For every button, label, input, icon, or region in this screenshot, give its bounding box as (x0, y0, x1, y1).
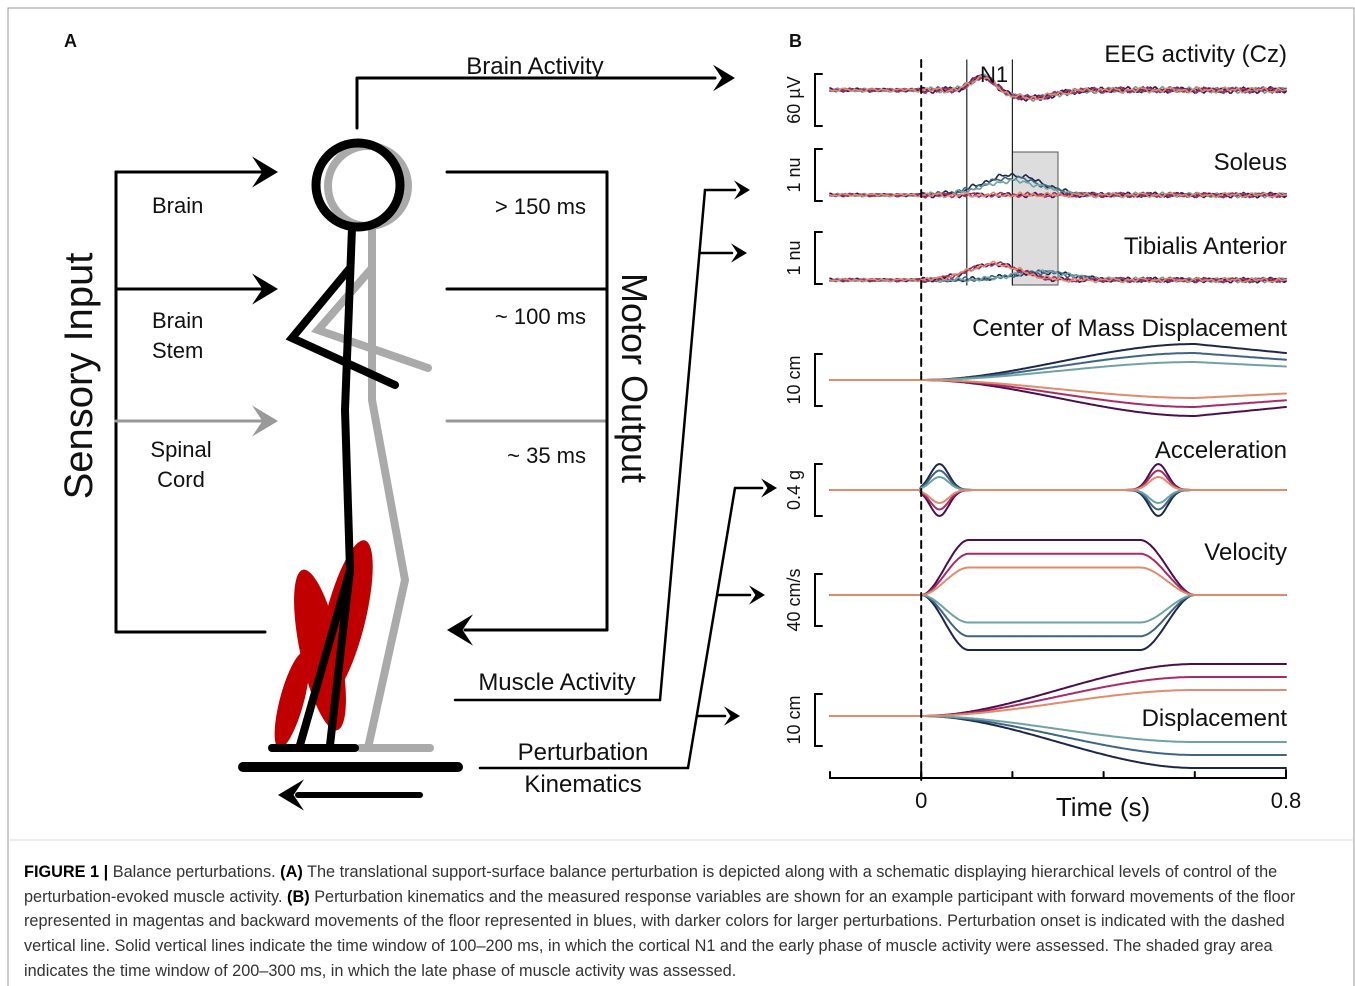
scale-label: 40 cm/s (784, 568, 804, 631)
latency: ~ 100 ms (495, 304, 586, 329)
trace-title: Soleus (1214, 149, 1287, 176)
scale-bar (814, 231, 823, 285)
scale-bar (814, 73, 823, 127)
trace (829, 361, 1287, 381)
arrow-head (749, 585, 765, 605)
frame (7, 7, 1355, 986)
part-label: (A) (280, 863, 303, 881)
trace-title: Displacement (1142, 705, 1288, 732)
part-label: (B) (287, 887, 310, 906)
trace (829, 689, 1287, 717)
caption: FIGURE 1 | Balance perturbations. (A) Th… (24, 860, 1339, 984)
trace (829, 343, 1287, 381)
arrow-head (731, 243, 747, 263)
level-name: Stem (152, 338, 203, 363)
kinematics-label: Perturbation (518, 739, 649, 766)
body (311, 224, 432, 752)
scale-bar (814, 693, 823, 747)
motor-output-label: Motor Output (614, 273, 655, 483)
caption-text: Perturbation kinematics and the measured… (24, 887, 1296, 980)
connector (658, 188, 707, 702)
panel-label: B (789, 31, 802, 51)
trace (829, 475, 1287, 505)
arrow-head (252, 156, 278, 188)
arrow-head (724, 706, 740, 726)
caption-title: Balance perturbations. (112, 863, 276, 881)
caption-text: The translational support-surface balanc… (24, 863, 1278, 906)
arrow-head (734, 180, 750, 200)
scale-bar (814, 573, 823, 627)
sensory-input-label: Sensory Input (57, 253, 101, 500)
trace (829, 352, 1287, 381)
level-name: Brain (152, 308, 203, 333)
arrow-head (447, 614, 473, 646)
trace-title: EEG activity (Cz) (1104, 41, 1287, 68)
trace-title: Tibialis Anterior (1124, 233, 1287, 260)
figure-label: FIGURE 1 | (24, 863, 109, 881)
head (311, 138, 405, 232)
panel-label: A (64, 31, 77, 51)
x-tick-label: 0.8 (1271, 788, 1302, 813)
latency: ~ 35 ms (507, 443, 586, 468)
trace (829, 379, 1287, 408)
scale-label: 1 nu (784, 157, 804, 192)
trace (829, 191, 1287, 199)
x-tick-label: 0 (915, 788, 927, 813)
scale-bar (814, 148, 823, 202)
late-window (1011, 151, 1059, 286)
trace-title: Center of Mass Displacement (972, 315, 1287, 342)
arrow-head (713, 64, 735, 92)
muscle (274, 651, 310, 749)
trace (829, 379, 1287, 399)
n1-label: N1 (980, 62, 1008, 87)
muscle-activity-label: Muscle Activity (478, 669, 635, 696)
scale-label: 10 cm (784, 695, 804, 744)
scale-label: 1 nu (784, 240, 804, 275)
trace (829, 74, 1287, 101)
trace-title: Acceleration (1155, 437, 1287, 464)
body (285, 224, 399, 749)
trace (829, 566, 1287, 596)
arrow-head (252, 405, 278, 437)
kinematics-label: Kinematics (524, 771, 641, 798)
scale-label: 0.4 g (784, 470, 804, 510)
arrow-head (252, 273, 278, 305)
level-name: Cord (157, 467, 205, 492)
connector (686, 486, 737, 770)
brain-activity-label: Brain Activity (466, 53, 603, 80)
trace (829, 594, 1287, 638)
scale-bar (814, 353, 823, 407)
latency: > 150 ms (495, 194, 586, 219)
arrow-head (761, 478, 777, 498)
trace (829, 594, 1287, 624)
level-name: Brain (152, 193, 203, 218)
trace-title: Velocity (1204, 539, 1287, 566)
scale-label: 10 cm (784, 355, 804, 404)
scale-label: 60 µV (784, 76, 804, 123)
x-axis-label: Time (s) (1056, 792, 1150, 822)
arrow-head (278, 779, 304, 811)
scale-bar (814, 463, 823, 517)
level-name: Spinal (150, 437, 211, 462)
trace (829, 379, 1287, 417)
trace (829, 260, 1287, 284)
drawing: Brain > 150 ms Brain Stem ~ 100 ms Spinal Cord… (114, 41, 1302, 813)
